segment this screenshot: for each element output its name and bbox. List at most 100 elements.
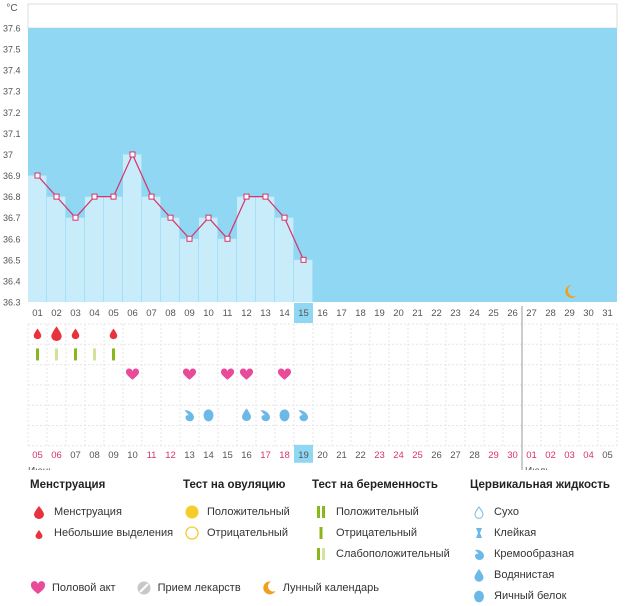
chart-top-strip [27, 3, 618, 29]
temp-bar [199, 217, 218, 302]
y-tick-label: 37.4 [3, 66, 21, 76]
drop-small-icon [30, 526, 48, 540]
legend-title-ovulation: Тест на овуляцию [183, 479, 286, 491]
legend-label: Сухо [494, 505, 519, 518]
day-label: 24 [469, 308, 480, 319]
legend-label: Водянистая [494, 568, 555, 581]
y-tick-label: 37.2 [3, 108, 21, 118]
cycle-day-label: 17 [260, 450, 271, 461]
temp-bar [85, 196, 104, 302]
legend-item-moon: Лунный календарь [261, 580, 379, 596]
legend-item-menstruation: Менструация [30, 501, 173, 522]
heart-icon [30, 581, 46, 594]
eggwhite-icon [203, 409, 214, 422]
cycle-day-label: 19 [298, 450, 309, 461]
cycle-day-label: 02 [545, 450, 556, 461]
day-label: 07 [146, 308, 157, 319]
day-label: 05 [108, 308, 119, 319]
temp-bar [161, 217, 180, 302]
cycle-day-label: 04 [583, 450, 594, 461]
cycle-day-label: 26 [431, 450, 442, 461]
y-tick-label: 36.9 [3, 171, 21, 181]
cycle-day-label: 05 [602, 450, 613, 461]
y-tick-label: 36.6 [3, 234, 21, 244]
cycle-day-label: 21 [336, 450, 347, 461]
legend-label: Клейкая [494, 526, 537, 539]
test-bar-icon [36, 348, 39, 361]
current-day-highlight [294, 303, 313, 323]
legend-item-eggwhite: Яичный белок [470, 585, 610, 606]
y-tick-label: 36.7 [3, 213, 21, 223]
legend-pregnancy: Тест на беременность Положительный Отриц… [312, 479, 450, 564]
temp-point [72, 214, 79, 221]
cycle-day-label: 13 [184, 450, 195, 461]
legend-label: Лунный календарь [282, 582, 379, 594]
cycle-day-label: 27 [450, 450, 461, 461]
day-label: 10 [203, 308, 214, 319]
heart-icon [182, 368, 197, 380]
legend-label: Положительный [207, 505, 290, 518]
moon-icon [565, 285, 577, 298]
temp-bar [180, 238, 199, 302]
drop-outline-icon [470, 505, 488, 519]
double-bar-icon [312, 505, 330, 519]
temp-point [167, 214, 174, 221]
legend-item-sticky: Клейкая [470, 522, 610, 543]
legend-label: Кремообразная [494, 547, 575, 560]
legend-label: Слабоположительный [336, 547, 450, 560]
temp-bar [237, 196, 256, 302]
legend-label: Положительный [336, 505, 419, 518]
y-tick-label: 36.3 [3, 298, 21, 308]
day-label: 20 [393, 308, 404, 319]
cycle-day-label: 12 [165, 450, 176, 461]
y-tick-label: 37.3 [3, 87, 21, 97]
temp-bar [218, 238, 237, 302]
heart-icon [220, 368, 235, 380]
day-label: 08 [165, 308, 176, 319]
day-label: 12 [241, 308, 252, 319]
temp-point [34, 172, 41, 179]
legend-item-light-discharge: Небольшие выделения [30, 522, 173, 543]
cycle-day-label: 22 [355, 450, 366, 461]
legend-label: Менструация [54, 505, 122, 518]
menstruation-drop-icon [109, 328, 118, 340]
legend-label: Прием лекарств [157, 582, 241, 594]
day-label: 27 [526, 308, 537, 319]
hourglass-icon [470, 526, 488, 540]
eggwhite-icon [279, 409, 290, 422]
temp-point [243, 193, 250, 200]
legend-label: Половой акт [52, 582, 116, 594]
test-bar-icon [55, 348, 58, 361]
temp-bar [294, 259, 313, 302]
temp-point [281, 214, 288, 221]
day-label: 28 [545, 308, 556, 319]
legend-item-ovulation-negative: Отрицательный [183, 522, 290, 543]
cycle-day-label: 14 [203, 450, 214, 461]
single-bar-icon [312, 526, 330, 540]
cycle-day-label: 20 [317, 450, 328, 461]
legend-menstruation: Менструация Менструация Небольшие выделе… [30, 479, 173, 543]
day-label: 01 [32, 308, 43, 319]
day-label: 16 [317, 308, 328, 319]
legend-item-dry: Сухо [470, 501, 610, 522]
temp-bar [47, 196, 66, 302]
day-label: 19 [374, 308, 385, 319]
day-label: 14 [279, 308, 290, 319]
cycle-day-label: 07 [70, 450, 81, 461]
day-label: 03 [70, 308, 81, 319]
cycle-day-label: 24 [393, 450, 404, 461]
temp-point [53, 193, 60, 200]
pill-icon [137, 581, 151, 595]
test-bar-icon [112, 348, 115, 361]
legend-item-medication: Прием лекарств [136, 580, 241, 596]
menstruation-drop-icon [33, 328, 42, 340]
day-label: 25 [488, 308, 499, 319]
cycle-day-label: 06 [51, 450, 62, 461]
legend-label: Отрицательный [336, 526, 417, 539]
temp-bar [256, 196, 275, 302]
temp-bar [104, 196, 123, 302]
y-tick-label: 36.4 [3, 276, 21, 286]
day-label: 06 [127, 308, 138, 319]
moon-icon [262, 581, 276, 595]
drop-icon [470, 568, 488, 582]
